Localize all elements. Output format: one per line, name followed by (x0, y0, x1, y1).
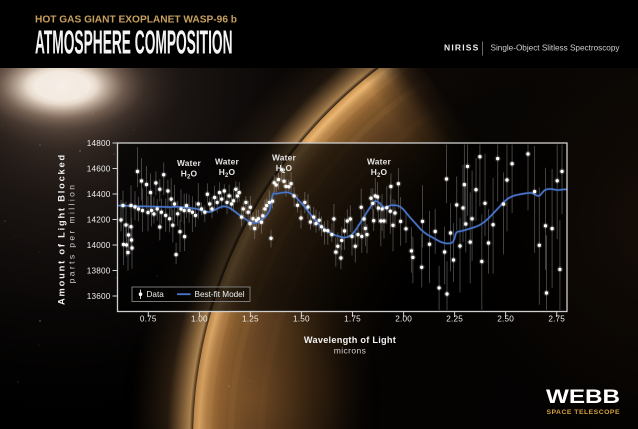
svg-text:H2O: H2O (371, 167, 388, 179)
svg-text:Water: Water (215, 157, 239, 167)
svg-text:Water: Water (272, 153, 296, 163)
svg-text:Single-Object Slitless Spectro: Single-Object Slitless Spectroscopy (491, 44, 621, 53)
svg-text:2.75: 2.75 (548, 315, 565, 324)
svg-text:2.25: 2.25 (446, 315, 463, 324)
svg-text:14600: 14600 (87, 164, 111, 173)
svg-text:14800: 14800 (87, 139, 111, 148)
svg-text:14000: 14000 (87, 241, 111, 250)
svg-text:1.50: 1.50 (293, 315, 310, 324)
svg-text:NIRISS: NIRISS (444, 43, 480, 53)
svg-text:Best-fit Model: Best-fit Model (195, 290, 245, 299)
svg-text:14400: 14400 (87, 190, 111, 199)
svg-text:ATMOSPHERE COMPOSITION: ATMOSPHERE COMPOSITION (35, 25, 233, 62)
svg-text:Amount of Light Blocked: Amount of Light Blocked (57, 153, 67, 305)
svg-text:0.75: 0.75 (140, 315, 157, 324)
svg-text:2.00: 2.00 (395, 315, 412, 324)
svg-text:H2O: H2O (276, 163, 293, 175)
svg-text:H2O: H2O (219, 167, 236, 179)
svg-text:1.25: 1.25 (242, 315, 259, 324)
svg-text:Water: Water (367, 157, 391, 167)
svg-text:13600: 13600 (87, 292, 111, 301)
svg-text:Wavelength of Light: Wavelength of Light (304, 335, 396, 345)
svg-text:Data: Data (147, 290, 165, 299)
svg-text:microns: microns (334, 346, 367, 356)
svg-text:parts per million: parts per million (67, 183, 77, 284)
svg-text:1.75: 1.75 (344, 315, 361, 324)
svg-text:Water: Water (177, 158, 201, 168)
svg-text:WEBB: WEBB (546, 386, 620, 408)
svg-text:2.50: 2.50 (497, 315, 514, 324)
svg-text:13800: 13800 (87, 266, 111, 275)
svg-text:H2O: H2O (181, 169, 198, 181)
svg-text:SPACE TELESCOPE: SPACE TELESCOPE (547, 409, 620, 416)
svg-text:HOT GAS GIANT EXOPLANET WASP-9: HOT GAS GIANT EXOPLANET WASP-96 b (35, 15, 237, 26)
svg-text:14200: 14200 (87, 215, 111, 224)
svg-text:1.00: 1.00 (191, 315, 208, 324)
